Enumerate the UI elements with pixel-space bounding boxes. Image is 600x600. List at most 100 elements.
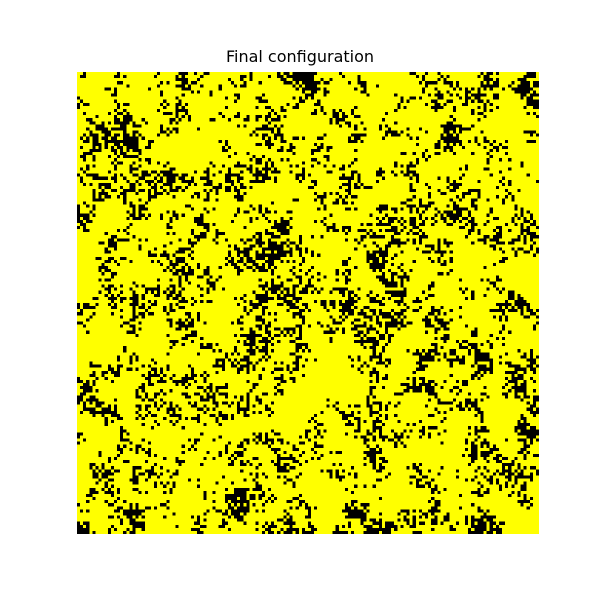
spin-down-cells bbox=[224, 176, 231, 180]
spin-down-cells bbox=[326, 149, 330, 153]
spin-down-cells bbox=[172, 213, 179, 217]
spin-down-cells bbox=[107, 256, 114, 260]
spin-down-cells bbox=[329, 339, 333, 344]
spin-down-cells bbox=[394, 527, 398, 531]
spin-down-cells bbox=[295, 87, 299, 91]
spin-down-cells bbox=[197, 484, 201, 488]
spin-down-cells bbox=[492, 262, 496, 267]
spin-down-cells bbox=[110, 466, 114, 470]
spin-down-cells bbox=[400, 130, 404, 134]
spin-down-cells bbox=[117, 355, 121, 359]
spin-down-cells bbox=[144, 121, 148, 125]
spin-down-cells bbox=[197, 262, 201, 267]
spin-down-cells bbox=[209, 383, 213, 387]
spin-down-cells bbox=[175, 96, 179, 100]
spin-down-cells bbox=[462, 380, 469, 384]
spin-down-cells bbox=[409, 189, 416, 193]
spin-down-cells bbox=[206, 173, 210, 177]
spin-down-cells bbox=[403, 429, 407, 433]
spin-down-cells bbox=[412, 259, 416, 263]
spin-down-cells bbox=[129, 478, 139, 482]
spin-down-cells bbox=[471, 376, 475, 380]
spin-down-cells bbox=[375, 293, 379, 297]
spin-down-cells bbox=[381, 315, 395, 319]
spin-down-cells bbox=[351, 410, 355, 414]
spin-down-cells bbox=[446, 121, 453, 125]
spin-down-cells bbox=[224, 96, 228, 100]
spin-down-cells bbox=[351, 108, 355, 113]
spin-down-cells bbox=[455, 521, 459, 525]
spin-down-cells bbox=[101, 121, 105, 125]
spin-down-cells bbox=[446, 512, 450, 516]
spin-down-cells bbox=[317, 429, 321, 433]
spin-down-cells bbox=[120, 299, 124, 303]
spin-down-cells bbox=[271, 336, 275, 340]
spin-down-cells bbox=[86, 509, 90, 513]
spin-down-cells bbox=[431, 487, 438, 491]
spin-down-cells bbox=[341, 182, 352, 186]
spin-down-cells bbox=[258, 235, 262, 239]
spin-down-cells bbox=[366, 222, 373, 226]
spin-down-cells bbox=[434, 327, 441, 331]
spin-down-cells bbox=[212, 490, 216, 494]
spin-down-cells bbox=[280, 158, 284, 162]
spin-down-cells bbox=[255, 241, 265, 245]
spin-down-cells bbox=[335, 121, 339, 125]
spin-down-cells bbox=[514, 90, 530, 94]
spin-down-cells bbox=[498, 170, 503, 174]
spin-down-cells bbox=[101, 463, 105, 467]
spin-down-cells bbox=[190, 303, 195, 307]
spin-down-cells bbox=[203, 512, 207, 516]
spin-down-cells bbox=[292, 290, 296, 294]
spin-down-cells bbox=[523, 75, 536, 79]
spin-down-cells bbox=[440, 192, 447, 196]
spin-down-cells bbox=[348, 524, 352, 528]
spin-down-cells bbox=[298, 463, 302, 467]
spin-down-cells bbox=[348, 420, 352, 424]
spin-down-cells bbox=[267, 333, 272, 337]
spin-down-cells bbox=[255, 127, 275, 131]
spin-down-cells bbox=[104, 133, 111, 137]
spin-down-cells bbox=[89, 315, 93, 319]
spin-down-cells bbox=[286, 102, 290, 106]
spin-down-cells bbox=[526, 210, 530, 214]
spin-down-cells bbox=[110, 370, 121, 374]
spin-down-cells bbox=[277, 250, 293, 254]
spin-down-cells bbox=[471, 521, 475, 525]
spin-down-cells bbox=[357, 296, 361, 300]
spin-down-cells bbox=[535, 472, 539, 476]
spin-down-cells bbox=[286, 309, 290, 313]
spin-down-cells bbox=[369, 299, 382, 303]
spin-down-cells bbox=[298, 472, 302, 476]
spin-down-cells bbox=[400, 441, 404, 445]
spin-down-cells bbox=[289, 170, 293, 174]
spin-down-cells bbox=[425, 158, 429, 162]
spin-down-cells bbox=[249, 299, 253, 303]
spin-down-cells bbox=[502, 250, 506, 254]
spin-down-cells bbox=[465, 96, 472, 100]
spin-down-cells bbox=[385, 324, 398, 328]
spin-down-cells bbox=[311, 275, 315, 279]
spin-down-cells bbox=[446, 176, 450, 180]
spin-down-cells bbox=[311, 250, 315, 254]
spin-down-cells bbox=[535, 315, 539, 319]
spin-down-cells bbox=[147, 192, 151, 196]
spin-down-cells bbox=[406, 167, 410, 171]
spin-down-cells bbox=[261, 336, 268, 340]
spin-down-cells bbox=[98, 290, 102, 294]
spin-down-cells bbox=[135, 389, 139, 393]
spin-down-cells bbox=[144, 158, 151, 162]
spin-down-cells bbox=[498, 318, 503, 322]
spin-down-cells bbox=[474, 136, 478, 140]
spin-down-cells bbox=[83, 201, 87, 205]
spin-down-cells bbox=[172, 373, 176, 377]
spin-down-cells bbox=[529, 478, 533, 482]
spin-down-cells bbox=[338, 167, 345, 171]
spin-down-cells bbox=[532, 398, 539, 402]
spin-down-cells bbox=[523, 241, 527, 245]
spin-down-cells bbox=[252, 432, 256, 436]
spin-down-cells bbox=[138, 244, 142, 248]
spin-down-cells bbox=[295, 475, 299, 479]
spin-down-cells bbox=[218, 266, 222, 270]
spin-down-cells bbox=[80, 176, 84, 180]
